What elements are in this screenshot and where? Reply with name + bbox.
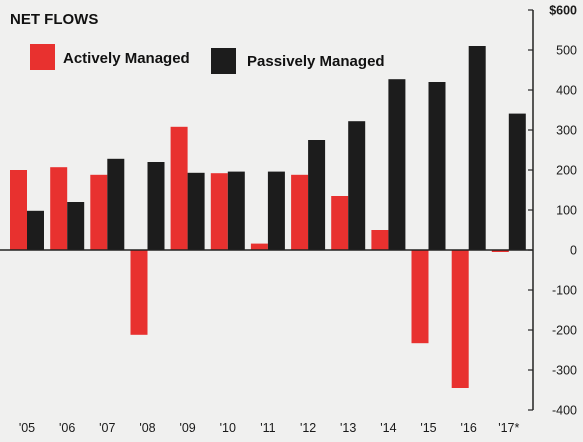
bar-actively-7: [291, 174, 309, 250]
legend-swatch-actively-managed: [30, 44, 55, 70]
bar-actively-11: [451, 250, 469, 388]
bar-passively-2: [107, 158, 125, 250]
bar-passively-4: [187, 172, 205, 250]
x-axis-labels: '05 '06 '07 '08 '09 '10 '11 '12 '13 '14 '15 '16 '17*: [19, 421, 520, 435]
x-category-label-5: '10: [220, 421, 236, 435]
x-category-label-9: '14: [380, 421, 396, 435]
y-tick-label-1: 500: [556, 44, 577, 58]
bar-passively-8: [348, 121, 366, 250]
x-category-label-2: '07: [99, 421, 115, 435]
bar-passively-12: [508, 113, 526, 250]
y-tick-label-2: 400: [556, 84, 577, 98]
bar-actively-6: [250, 243, 268, 250]
x-category-label-3: '08: [139, 421, 155, 435]
legend-label-passively-managed: Passively Managed: [247, 53, 385, 70]
y-tick-label-4: 200: [556, 164, 577, 178]
bar-actively-9: [371, 230, 389, 250]
x-category-label-11: '16: [461, 421, 477, 435]
bar-actively-5: [210, 173, 228, 250]
bar-actively-12: [491, 250, 509, 252]
x-category-label-12: '17*: [498, 421, 519, 435]
x-category-label-8: '13: [340, 421, 356, 435]
bar-passively-1: [67, 202, 85, 250]
legend: Actively Managed Passively Managed: [30, 44, 385, 74]
y-tick-label-10: -400: [552, 404, 577, 418]
bar-actively-3: [130, 250, 148, 335]
bar-actively-0: [10, 170, 27, 250]
x-category-label-0: '05: [19, 421, 35, 435]
bars-layer: [10, 46, 526, 388]
bar-passively-0: [27, 210, 44, 250]
chart-title: NET FLOWS: [10, 11, 98, 28]
x-category-label-6: '11: [260, 421, 275, 435]
bar-passively-7: [308, 140, 326, 250]
y-tick-label-6: 0: [570, 244, 577, 258]
bar-actively-4: [170, 126, 188, 250]
bar-passively-3: [147, 162, 165, 250]
x-category-label-1: '06: [59, 421, 75, 435]
legend-swatch-passively-managed: [211, 48, 236, 74]
y-tick-label-9: -300: [552, 364, 577, 378]
y-tick-label-7: -100: [552, 284, 577, 298]
y-tick-label-5: 100: [556, 204, 577, 218]
bar-passively-5: [227, 171, 245, 250]
x-category-label-10: '15: [420, 421, 436, 435]
y-tick-label-8: -200: [552, 324, 577, 338]
bar-actively-1: [50, 167, 68, 250]
bar-actively-2: [90, 174, 108, 250]
y-tick-label-0: $600: [549, 4, 577, 18]
bar-actively-8: [331, 196, 349, 250]
legend-label-actively-managed: Actively Managed: [63, 50, 190, 67]
y-axis-ticks: $600 500 400 300 200 100 0 -100 -200 -300 -400: [528, 4, 577, 418]
x-category-label-4: '09: [179, 421, 195, 435]
bar-passively-11: [468, 46, 486, 250]
y-tick-label-3: 300: [556, 124, 577, 138]
bar-passively-9: [388, 79, 406, 250]
bar-passively-10: [428, 82, 446, 250]
bar-actively-10: [411, 250, 429, 344]
x-category-label-7: '12: [300, 421, 316, 435]
bar-passively-6: [267, 171, 285, 250]
